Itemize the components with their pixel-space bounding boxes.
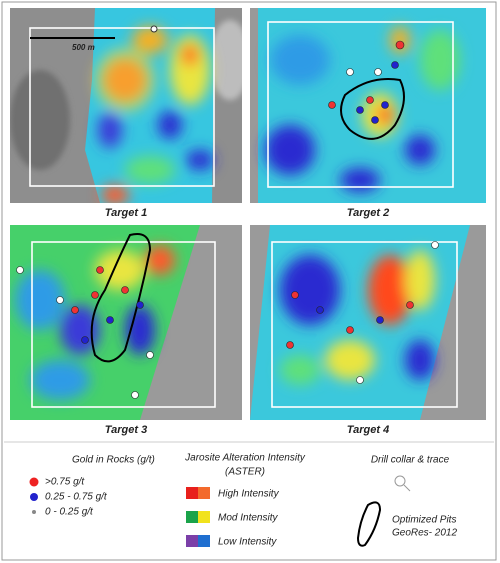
legend-label: 0 - 0.25 g/t bbox=[45, 507, 94, 518]
map-panel bbox=[10, 8, 242, 203]
legend-label: High Intensity bbox=[218, 489, 280, 500]
legend-symbol bbox=[29, 477, 39, 487]
legend-title: (ASTER) bbox=[225, 467, 265, 478]
legend-label: >0.75 g/t bbox=[45, 477, 85, 488]
legend-label: Low Intensity bbox=[218, 537, 277, 548]
legend-title: Jarosite Alteration Intensity bbox=[184, 453, 306, 464]
drill-icon bbox=[394, 475, 411, 492]
map-panel bbox=[10, 225, 242, 420]
legend-label: 0.25 - 0.75 g/t bbox=[45, 492, 108, 503]
legend-label: GeoRes- 2012 bbox=[392, 528, 457, 539]
pit-outline-symbol bbox=[356, 501, 382, 547]
panel-caption: Target 4 bbox=[347, 424, 389, 436]
panel-caption: Target 2 bbox=[347, 207, 389, 219]
map-panel bbox=[250, 8, 486, 203]
map-panel bbox=[250, 225, 486, 420]
legend-label: Optimized Pits bbox=[392, 515, 456, 526]
legend-title: Drill collar & trace bbox=[371, 455, 450, 466]
panel-caption: Target 3 bbox=[105, 424, 147, 436]
legend-title: Gold in Rocks (g/t) bbox=[72, 455, 155, 466]
panel-caption: Target 1 bbox=[105, 207, 147, 219]
legend-symbol bbox=[30, 493, 38, 501]
legend-label: Mod Intensity bbox=[218, 513, 278, 524]
scale-label: 500 m bbox=[72, 43, 95, 52]
legend-symbol bbox=[32, 510, 36, 514]
